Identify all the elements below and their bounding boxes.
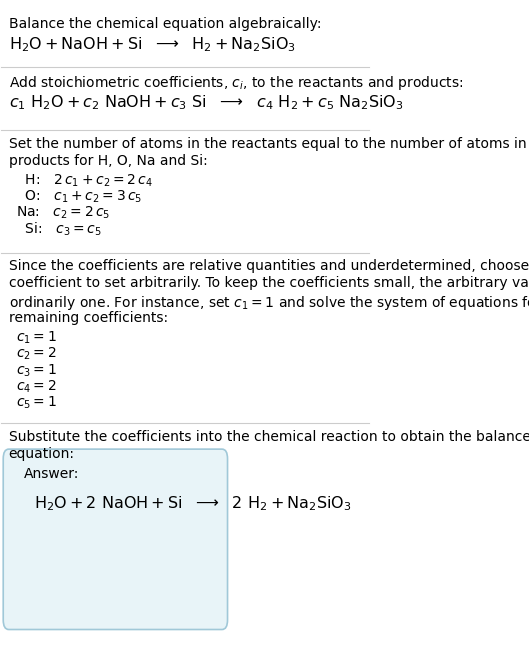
Text: $c_1 = 1$: $c_1 = 1$ <box>16 330 57 346</box>
Text: products for H, O, Na and Si:: products for H, O, Na and Si: <box>9 154 207 168</box>
Text: Since the coefficients are relative quantities and underdetermined, choose a: Since the coefficients are relative quan… <box>9 259 529 273</box>
Text: $c_1\ \mathregular{H_2O} + c_2\ \mathregular{NaOH} + c_3\ \mathregular{Si}\ \ \l: $c_1\ \mathregular{H_2O} + c_2\ \mathreg… <box>9 93 404 111</box>
Text: $c_5 = 1$: $c_5 = 1$ <box>16 395 57 411</box>
Text: remaining coefficients:: remaining coefficients: <box>9 311 168 325</box>
Text: $c_3 = 1$: $c_3 = 1$ <box>16 362 57 378</box>
FancyBboxPatch shape <box>3 449 227 630</box>
Text: H:   $2\,c_1 + c_2 = 2\,c_4$: H: $2\,c_1 + c_2 = 2\,c_4$ <box>16 172 153 188</box>
Text: ordinarily one. For instance, set $c_1 = 1$ and solve the system of equations fo: ordinarily one. For instance, set $c_1 =… <box>9 294 529 312</box>
Text: O:   $c_1 + c_2 = 3\,c_5$: O: $c_1 + c_2 = 3\,c_5$ <box>16 188 142 204</box>
Text: Add stoichiometric coefficients, $c_i$, to the reactants and products:: Add stoichiometric coefficients, $c_i$, … <box>9 74 463 91</box>
Text: Si:   $c_3 = c_5$: Si: $c_3 = c_5$ <box>16 221 102 238</box>
Text: $c_2 = 2$: $c_2 = 2$ <box>16 346 57 362</box>
Text: Balance the chemical equation algebraically:: Balance the chemical equation algebraica… <box>9 17 321 32</box>
Text: Na:   $c_2 = 2\,c_5$: Na: $c_2 = 2\,c_5$ <box>16 204 110 221</box>
Text: Substitute the coefficients into the chemical reaction to obtain the balanced: Substitute the coefficients into the che… <box>9 430 529 444</box>
Text: $\mathregular{H_2O + NaOH + Si\ \ \longrightarrow\ \ H_2 + Na_2SiO_3}$: $\mathregular{H_2O + NaOH + Si\ \ \longr… <box>9 35 296 54</box>
Text: Answer:: Answer: <box>23 466 79 481</box>
Text: $\mathregular{H_2O + 2\ NaOH + Si\ \ \longrightarrow\ \ 2\ H_2 + Na_2SiO_3}$: $\mathregular{H_2O + 2\ NaOH + Si\ \ \lo… <box>34 494 352 513</box>
Text: coefficient to set arbitrarily. To keep the coefficients small, the arbitrary va: coefficient to set arbitrarily. To keep … <box>9 276 529 291</box>
Text: Set the number of atoms in the reactants equal to the number of atoms in the: Set the number of atoms in the reactants… <box>9 137 529 151</box>
Text: equation:: equation: <box>9 447 75 461</box>
Text: $c_4 = 2$: $c_4 = 2$ <box>16 378 57 395</box>
